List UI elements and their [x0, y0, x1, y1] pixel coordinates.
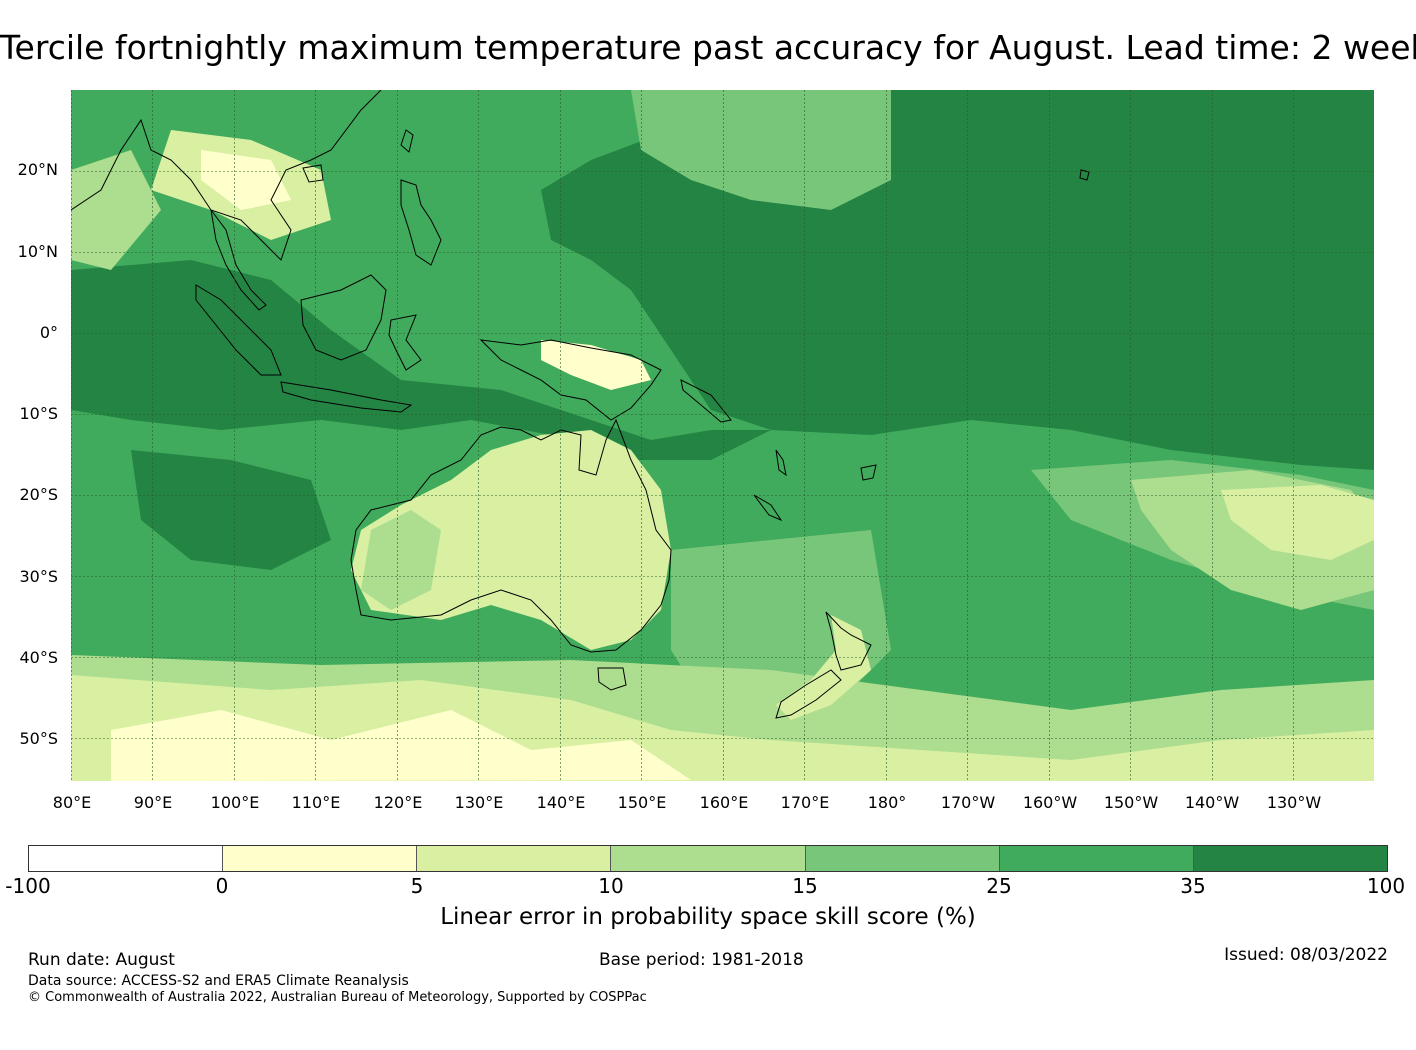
colorbar	[28, 845, 1388, 872]
lon-label-150w: 150°W	[1103, 793, 1159, 812]
lon-label-180: 180°	[867, 793, 907, 812]
lon-label-140e: 140°E	[536, 793, 586, 812]
base-period: Base period: 1981-2018	[599, 950, 804, 970]
run-date: Run date: August	[28, 950, 175, 970]
data-source: Data source: ACCESS-S2 and ERA5 Climate …	[28, 973, 409, 989]
region-australia-medium	[361, 510, 441, 610]
skill-regions	[71, 90, 1374, 781]
lat-label-0: 0°	[39, 323, 58, 342]
region-india-light	[71, 150, 161, 270]
sumatra-coastline	[195, 284, 282, 376]
tasmania-coastline	[597, 667, 627, 691]
lon-label-160w: 160°W	[1022, 793, 1078, 812]
lon-label-90e: 90°E	[133, 793, 173, 812]
lat-label-40s: 40°S	[19, 648, 58, 667]
lon-label-80e: 80°E	[52, 793, 92, 812]
colorbar-seg-2	[417, 846, 612, 871]
new-guinea-coastline	[479, 339, 662, 421]
hainan-coastline	[302, 164, 324, 183]
colorbar-tick: 100	[1366, 874, 1406, 898]
colorbar-tick: 0	[215, 874, 229, 898]
copyright: © Commonwealth of Australia 2022, Austra…	[28, 990, 647, 1005]
skill-score-map	[71, 90, 1374, 781]
colorbar-seg-5	[999, 846, 1194, 871]
region-southern-ocean-pale	[111, 710, 691, 781]
lon-label-120e: 120°E	[373, 793, 423, 812]
new-caledonia-coastline	[753, 494, 783, 522]
borneo-coastline	[300, 274, 387, 361]
lat-label-30s: 30°S	[19, 567, 58, 586]
vanuatu-coastline	[775, 449, 787, 477]
lon-label-130e: 130°E	[454, 793, 504, 812]
java-coastline	[280, 381, 413, 413]
region-dark-indian	[71, 260, 771, 460]
colorbar-tick: 10	[598, 874, 624, 898]
australia-coastline	[350, 418, 672, 653]
lon-label-160e: 160°E	[699, 793, 749, 812]
lat-label-10s: 10°S	[19, 404, 58, 423]
lon-label-140w: 140°W	[1184, 793, 1240, 812]
hawaii-coastline	[1079, 169, 1090, 181]
colorbar-seg-1	[223, 846, 418, 871]
lat-label-20s: 20°S	[19, 485, 58, 504]
fiji-coastline	[860, 464, 877, 481]
colorbar-tick: 35	[1180, 874, 1206, 898]
lat-label-10n: 10°N	[17, 242, 58, 261]
colorbar-seg-0	[29, 846, 224, 871]
region-lightest-se-pacific	[1221, 485, 1374, 560]
colorbar-seg-6	[1193, 846, 1387, 871]
malay-peninsula-coastline	[210, 209, 267, 311]
region-dark-indian-2	[131, 450, 331, 570]
map-title: Tercile fortnightly maximum temperature …	[0, 28, 1416, 67]
lon-label-170w: 170°W	[940, 793, 996, 812]
solomon-islands-coastline	[680, 379, 732, 423]
taiwan-coastline	[400, 129, 414, 153]
colorbar-tick: 5	[410, 874, 424, 898]
region-nz-light	[776, 615, 871, 720]
colorbar-tick: 15	[792, 874, 818, 898]
lon-label-130w: 130°W	[1266, 793, 1322, 812]
nz-north-coastline	[825, 611, 872, 671]
coastlines	[71, 90, 1090, 719]
colorbar-tick: -100	[5, 874, 51, 898]
mainland-asia-coastline	[71, 90, 382, 261]
lon-label-110e: 110°E	[291, 793, 341, 812]
lon-label-100e: 100°E	[210, 793, 260, 812]
region-new-guinea-pale	[541, 340, 651, 390]
graticule	[71, 90, 1374, 781]
region-se-asia-pale	[201, 150, 291, 210]
colorbar-tick: 25	[986, 874, 1012, 898]
colorbar-seg-4	[805, 846, 1000, 871]
lon-label-170e: 170°E	[780, 793, 830, 812]
colorbar-seg-3	[611, 846, 806, 871]
map-svg	[71, 90, 1374, 781]
lat-label-50s: 50°S	[19, 729, 58, 748]
lat-label-20n: 20°N	[17, 160, 58, 179]
nz-south-coastline	[775, 669, 842, 719]
sulawesi-coastline	[388, 314, 422, 371]
colorbar-label: Linear error in probability space skill …	[440, 904, 976, 930]
region-australia-land	[351, 430, 671, 650]
issued-date: Issued: 08/03/2022	[1224, 945, 1388, 965]
lon-label-150e: 150°E	[617, 793, 667, 812]
region-medium-north	[631, 90, 891, 210]
